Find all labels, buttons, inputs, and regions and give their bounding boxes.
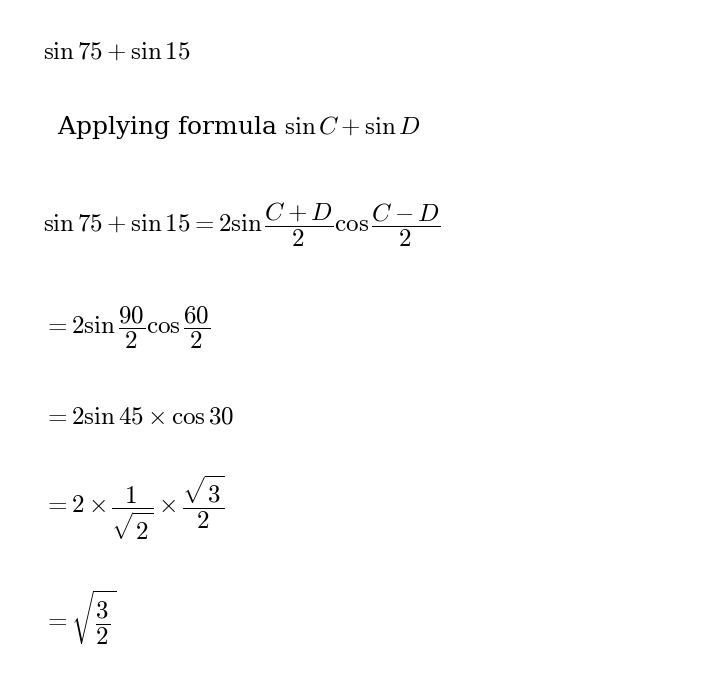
Text: Applying formula $\sin C + \sin D$: Applying formula $\sin C + \sin D$: [57, 114, 421, 141]
Text: $= \sqrt{\dfrac{3}{2}}$: $= \sqrt{\dfrac{3}{2}}$: [43, 589, 116, 647]
Text: $= 2 \sin 45 \times \cos 30$: $= 2 \sin 45 \times \cos 30$: [43, 406, 234, 429]
Text: $\sin 75 + \sin 15 = 2 \sin \dfrac{C+D}{2} \cos \dfrac{C-D}{2}$: $\sin 75 + \sin 15 = 2 \sin \dfrac{C+D}{…: [43, 200, 440, 248]
Text: $\sin 75 + \sin 15$: $\sin 75 + \sin 15$: [43, 40, 191, 63]
Text: $= 2 \times \dfrac{1}{\sqrt{2}} \times \dfrac{\sqrt{3}}{2}$: $= 2 \times \dfrac{1}{\sqrt{2}} \times \…: [43, 473, 225, 542]
Text: $= 2 \sin \dfrac{90}{2} \cos \dfrac{60}{2}$: $= 2 \sin \dfrac{90}{2} \cos \dfrac{60}{…: [43, 304, 210, 351]
